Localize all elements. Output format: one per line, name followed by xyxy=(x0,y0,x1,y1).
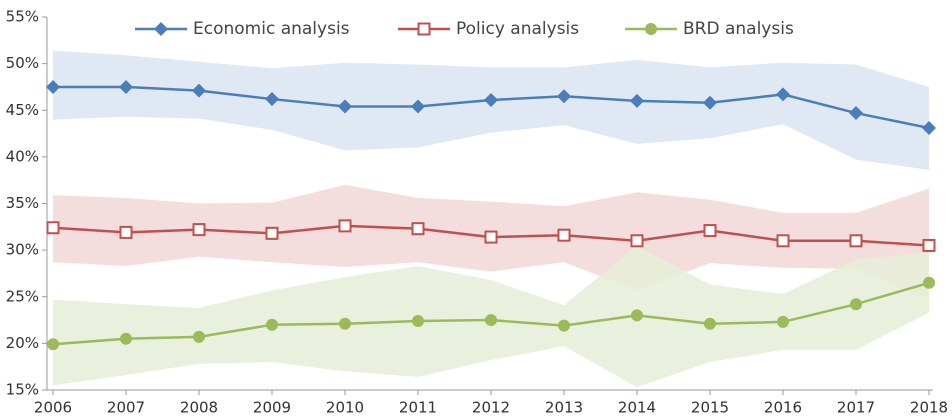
point xyxy=(119,225,133,239)
x-tick-label: 2008 xyxy=(180,399,218,416)
point xyxy=(192,223,206,237)
point xyxy=(484,92,498,107)
x-tick-label: 2017 xyxy=(837,399,875,416)
x-tick-label: 2014 xyxy=(618,399,656,416)
point xyxy=(411,222,425,236)
legend-marker xyxy=(417,22,431,36)
x-tick-label: 2018 xyxy=(910,399,948,416)
point xyxy=(922,120,936,135)
point xyxy=(47,338,59,351)
legend-label: Economic analysis xyxy=(193,19,350,39)
legend-label: Policy analysis xyxy=(456,19,579,39)
point xyxy=(630,93,644,108)
point xyxy=(339,317,351,330)
x-tick-label: 2009 xyxy=(253,399,291,416)
x-tick-label: 2016 xyxy=(764,399,802,416)
x-tick-label: 2007 xyxy=(107,399,145,416)
point xyxy=(777,315,789,328)
point xyxy=(484,230,498,244)
point xyxy=(630,234,644,248)
point xyxy=(411,99,425,114)
point xyxy=(557,228,571,242)
legend-marker xyxy=(154,22,168,36)
point xyxy=(46,79,60,94)
y-tick-label: 25% xyxy=(6,287,39,305)
point xyxy=(265,92,279,107)
x-tick-label: 2013 xyxy=(545,399,583,416)
point xyxy=(338,219,352,233)
point xyxy=(703,224,717,238)
y-tick-label: 20% xyxy=(6,334,39,352)
y-tick-label: 35% xyxy=(6,194,39,212)
point xyxy=(923,276,935,289)
y-tick-label: 55% xyxy=(6,8,39,26)
point xyxy=(558,319,570,332)
point xyxy=(703,95,717,110)
point xyxy=(338,99,352,114)
y-tick-label: 15% xyxy=(6,381,39,399)
point xyxy=(849,106,863,121)
point xyxy=(120,332,132,345)
legend-label: BRD analysis xyxy=(683,19,794,39)
point xyxy=(193,330,205,343)
point xyxy=(849,234,863,248)
point xyxy=(704,317,716,330)
x-tick-label: 2012 xyxy=(472,399,510,416)
legend-marker xyxy=(645,23,657,35)
y-tick-label: 30% xyxy=(6,241,39,259)
y-tick-label: 50% xyxy=(6,54,39,72)
x-tick-label: 2015 xyxy=(691,399,729,416)
point xyxy=(46,221,60,235)
point xyxy=(776,234,790,248)
point xyxy=(776,87,790,102)
point xyxy=(922,238,936,252)
point xyxy=(192,83,206,98)
x-tick-label: 2006 xyxy=(34,399,72,416)
point xyxy=(557,89,571,104)
y-tick-label: 45% xyxy=(6,101,39,119)
point xyxy=(412,314,424,327)
point xyxy=(631,309,643,322)
y-tick-label: 40% xyxy=(6,147,39,165)
point xyxy=(485,314,497,327)
band xyxy=(53,50,929,170)
point xyxy=(850,298,862,311)
x-tick-label: 2011 xyxy=(399,399,437,416)
point xyxy=(119,79,133,94)
point xyxy=(266,318,278,331)
x-tick-label: 2010 xyxy=(326,399,364,416)
point xyxy=(265,226,279,240)
